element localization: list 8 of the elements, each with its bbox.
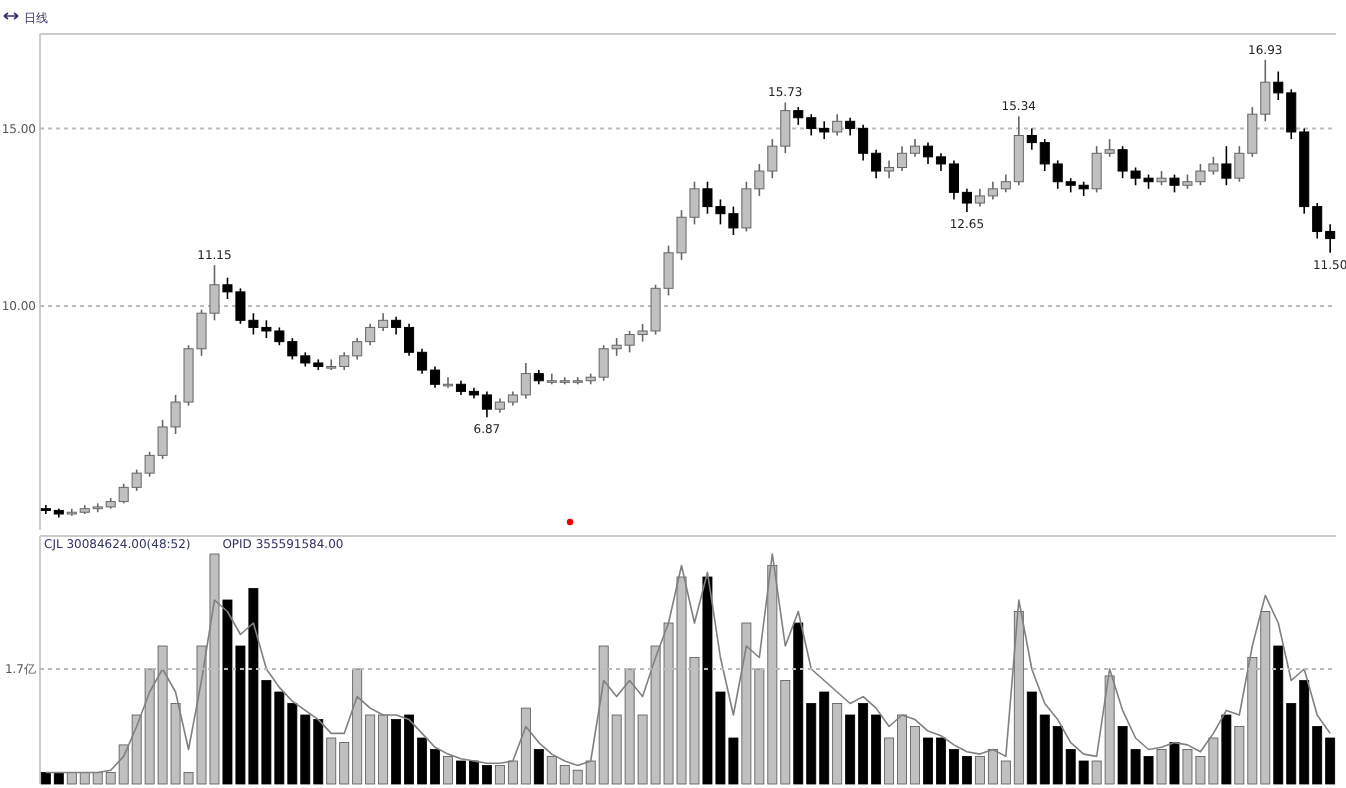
candlestick [1221,145,1232,187]
bar [1169,742,1180,785]
bar [1221,714,1232,785]
bar [832,703,843,785]
candlestick [442,376,454,389]
bar [533,749,544,785]
bar [1156,749,1167,785]
bar [443,756,453,785]
